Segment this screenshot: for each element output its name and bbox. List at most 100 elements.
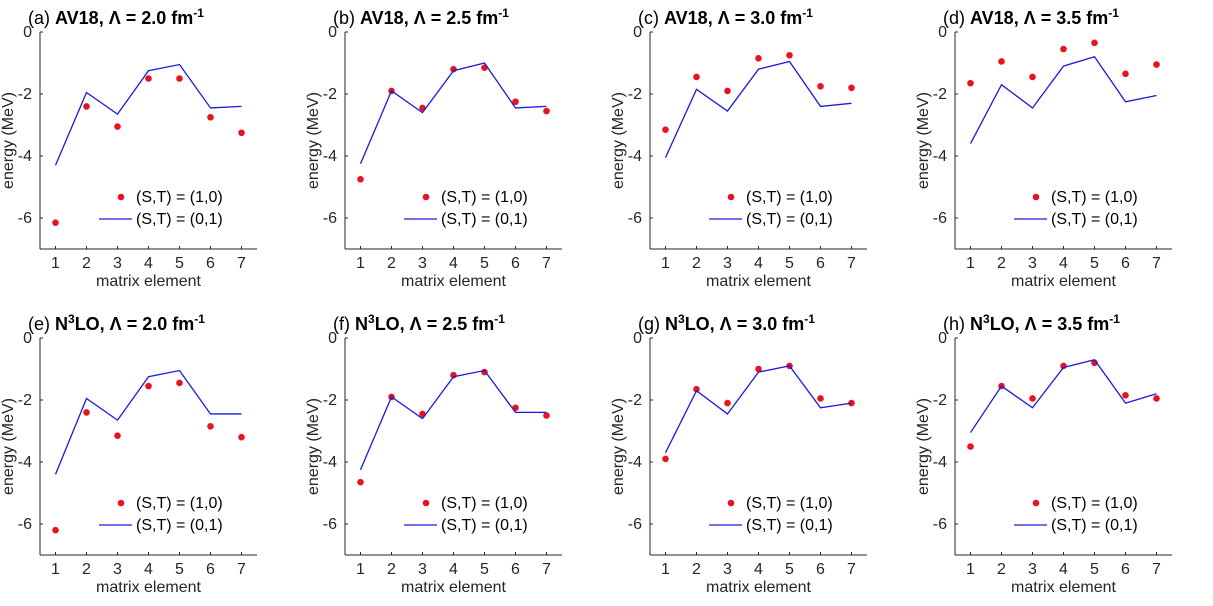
x-tick-label: 1 bbox=[966, 561, 975, 578]
panel-3: (c) AV18, Λ = 3.0 fm-1 1 2 3 4 5 6 7 0 -2 -4 -6 matr… bbox=[610, 6, 867, 290]
legend-marker-1-0 bbox=[117, 193, 125, 201]
title-bold: AV18, Λ = 3.5 fm bbox=[970, 8, 1108, 28]
title-prefix: (c) bbox=[638, 8, 664, 28]
x-tick-label: 1 bbox=[51, 255, 60, 272]
data-point-1-0 bbox=[817, 395, 824, 402]
x-tick-label: 5 bbox=[785, 255, 794, 272]
data-point-1-0 bbox=[662, 126, 669, 133]
y-tick-label: -6 bbox=[628, 210, 642, 227]
x-tick-label: 2 bbox=[997, 561, 1006, 578]
title-bold: N bbox=[970, 314, 983, 334]
title-prefix: (f) bbox=[333, 314, 355, 334]
x-axis-label: matrix element bbox=[401, 273, 506, 290]
y-axis-label: energy (MeV) bbox=[305, 398, 322, 495]
title-superscript: -1 bbox=[804, 312, 815, 326]
x-tick-label: 5 bbox=[175, 255, 184, 272]
y-tick-label: -2 bbox=[18, 86, 32, 103]
data-point-1-0 bbox=[693, 73, 700, 81]
y-tick-label: 0 bbox=[328, 24, 337, 41]
x-tick-label: 7 bbox=[542, 255, 551, 272]
data-point-1-0 bbox=[238, 433, 245, 441]
data-point-1-0 bbox=[357, 478, 364, 486]
data-point-1-0 bbox=[786, 51, 793, 59]
legend-label: (S,T) = (0,1) bbox=[441, 211, 528, 228]
title-bold: AV18, Λ = 3.0 fm bbox=[664, 8, 802, 28]
legend-label: (S,T) = (0,1) bbox=[746, 517, 833, 534]
title-bold-rest: LO, Λ = 3.0 fm bbox=[685, 314, 805, 334]
series-line-0-1 bbox=[664, 365, 852, 453]
y-axis-label: energy (MeV) bbox=[915, 398, 932, 495]
y-axis-label: energy (MeV) bbox=[0, 398, 17, 495]
title-superscript: -1 bbox=[1109, 312, 1120, 326]
x-tick-label: 5 bbox=[480, 255, 489, 272]
x-tick-label: 2 bbox=[82, 255, 91, 272]
x-tick-label: 4 bbox=[754, 255, 763, 272]
x-tick-label: 6 bbox=[511, 561, 520, 578]
x-tick-label: 6 bbox=[816, 561, 825, 578]
panel-1: (a) AV18, Λ = 2.0 fm-1 1 2 3 4 5 6 7 0 -2 -4 -6 matr… bbox=[0, 6, 257, 290]
y-tick-label: 0 bbox=[633, 330, 642, 347]
data-point-1-0 bbox=[1153, 61, 1160, 68]
x-tick-label: 2 bbox=[387, 255, 396, 272]
panel-title: (f) N3LO, Λ = 2.5 fm-1 bbox=[333, 312, 505, 334]
y-tick-label: -6 bbox=[933, 210, 947, 227]
legend-label: (S,T) = (1,0) bbox=[746, 495, 833, 512]
title-bold-superscript: 3 bbox=[68, 312, 75, 326]
title-bold: N bbox=[55, 314, 68, 334]
data-point-1-0 bbox=[52, 526, 59, 534]
data-point-1-0 bbox=[83, 409, 90, 416]
y-tick-label: 0 bbox=[328, 330, 337, 347]
legend-marker-1-0 bbox=[727, 193, 735, 201]
y-axis-label: energy (MeV) bbox=[610, 92, 627, 189]
series-line-0-1 bbox=[664, 60, 852, 158]
x-tick-label: 7 bbox=[542, 561, 551, 578]
y-tick-label: -4 bbox=[18, 148, 32, 165]
y-tick-label: -6 bbox=[18, 516, 32, 533]
y-tick-label: -2 bbox=[18, 392, 32, 409]
x-tick-label: 3 bbox=[113, 255, 122, 272]
series-line-0-1 bbox=[359, 369, 547, 471]
legend-label: (S,T) = (1,0) bbox=[441, 189, 528, 206]
panel-6: (f) N3LO, Λ = 2.5 fm-11 2 3 4 5 6 70-2-4-6matr… bbox=[305, 312, 562, 596]
panel-8: (h) N3LO, Λ = 3.5 fm-11 2 3 4 5 6 70-2-4-6matr… bbox=[915, 312, 1172, 596]
y-tick-label: -2 bbox=[933, 392, 947, 409]
title-bold-superscript: 3 bbox=[678, 312, 685, 326]
x-tick-label: 7 bbox=[237, 255, 246, 272]
x-tick-label: 4 bbox=[449, 255, 458, 272]
title-bold: AV18, Λ = 2.5 fm bbox=[360, 8, 498, 28]
y-tick-label: -4 bbox=[18, 454, 32, 471]
x-tick-label: 6 bbox=[206, 561, 215, 578]
panel-title: (g) N3LO, Λ = 3.0 fm-1 bbox=[638, 312, 815, 334]
title-bold: N bbox=[665, 314, 678, 334]
x-tick-label: 1 bbox=[356, 561, 365, 578]
y-tick-label: -4 bbox=[323, 454, 337, 471]
x-tick-label: 2 bbox=[82, 561, 91, 578]
x-tick-label: 3 bbox=[418, 561, 427, 578]
panel-7: (g) N3LO, Λ = 3.0 fm-11 2 3 4 5 6 70-2-4-6matr… bbox=[610, 312, 867, 596]
legend-label: (S,T) = (1,0) bbox=[1051, 495, 1138, 512]
y-axis-label: energy (MeV) bbox=[305, 92, 322, 189]
y-axis-label: energy (MeV) bbox=[0, 92, 17, 189]
title-bold-rest: LO, Λ = 3.5 fm bbox=[990, 314, 1110, 334]
y-tick-label: -2 bbox=[628, 86, 642, 103]
data-point-1-0 bbox=[357, 175, 364, 183]
data-point-1-0 bbox=[207, 113, 214, 121]
x-tick-label: 5 bbox=[175, 561, 184, 578]
x-tick-label: 6 bbox=[1121, 561, 1130, 578]
title-prefix: (h) bbox=[943, 314, 970, 334]
x-tick-label: 1 bbox=[51, 561, 60, 578]
x-tick-label: 4 bbox=[144, 561, 153, 578]
panel-title: (a) AV18, Λ = 2.0 fm-1 bbox=[28, 6, 204, 28]
y-tick-label: 0 bbox=[633, 24, 642, 41]
x-tick-label: 1 bbox=[661, 561, 670, 578]
panel-5: (e) N3LO, Λ = 2.0 fm-11 2 3 4 5 6 70-2-4-6matr… bbox=[0, 312, 257, 596]
x-tick-label: 7 bbox=[1152, 255, 1161, 272]
legend-label: (S,T) = (0,1) bbox=[441, 517, 528, 534]
data-point-1-0 bbox=[693, 385, 700, 393]
legend-marker-1-0 bbox=[727, 499, 735, 507]
legend-label: (S,T) = (1,0) bbox=[746, 189, 833, 206]
y-axis-label: energy (MeV) bbox=[610, 398, 627, 495]
x-tick-label: 4 bbox=[144, 255, 153, 272]
series-line-0-1 bbox=[969, 358, 1157, 433]
